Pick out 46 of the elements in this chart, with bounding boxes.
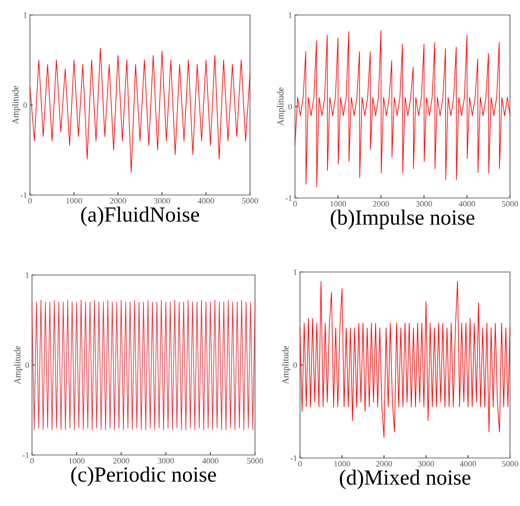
text: (c)Periodic noise [71, 466, 216, 486]
x-tick-label: 5000 [502, 461, 518, 467]
x-tick-label: 0 [298, 461, 302, 467]
x-tick-label: 4000 [460, 461, 476, 467]
x-tick-label: 4000 [458, 201, 476, 207]
y-tick-label: -1 [290, 455, 297, 461]
y-tick-label: -1 [22, 452, 29, 458]
x-tick-label: 5000 [502, 201, 518, 207]
y-tick-label: 1 [288, 12, 292, 18]
x-tick-label: 4000 [202, 458, 218, 464]
x-tick-label: 1000 [69, 458, 85, 464]
x-tick-label: 1000 [334, 461, 350, 467]
line-series [294, 30, 510, 188]
text: (d)Mixed noise [340, 470, 470, 490]
y-axis-title: Amplitude [277, 88, 286, 126]
y-tick-label: 0 [23, 102, 27, 108]
line-series [32, 300, 256, 430]
y-tick-label: 1 [294, 269, 297, 275]
line-series [30, 48, 250, 173]
x-tick-label: 3000 [416, 201, 432, 207]
x-tick-label: 2000 [373, 201, 390, 207]
y-tick-label: 0 [293, 362, 297, 368]
x-tick-label: 5000 [247, 458, 264, 464]
x-tick-label: 2000 [113, 458, 130, 464]
text: (b)Impulse noise [330, 210, 474, 230]
text: (a)FluidNoise [81, 206, 200, 226]
x-tick-label: 3000 [418, 461, 434, 467]
y-axis-title: Amplitude [12, 86, 20, 124]
line-series [300, 280, 510, 438]
y-tick-label: -1 [286, 195, 292, 201]
y-tick-label: -1 [20, 192, 27, 198]
x-tick-label: 4000 [198, 198, 214, 204]
x-tick-label: 3000 [158, 458, 174, 464]
x-tick-label: 2000 [110, 198, 126, 204]
y-tick-label: 0 [25, 362, 29, 368]
x-tick-label: 2000 [376, 461, 392, 467]
x-tick-label: 5000 [242, 198, 258, 204]
y-axis-title: Amplitude [282, 346, 290, 384]
y-tick-label: 1 [26, 272, 29, 278]
y-tick-label: 1 [24, 12, 27, 18]
x-tick-label: 3000 [154, 198, 170, 204]
y-axis-title: Amplitude [14, 346, 22, 384]
y-tick-label: 0 [288, 104, 292, 110]
x-tick-label: 1000 [330, 201, 346, 207]
x-tick-label: 0 [30, 458, 34, 464]
x-tick-label: 1000 [66, 198, 82, 204]
